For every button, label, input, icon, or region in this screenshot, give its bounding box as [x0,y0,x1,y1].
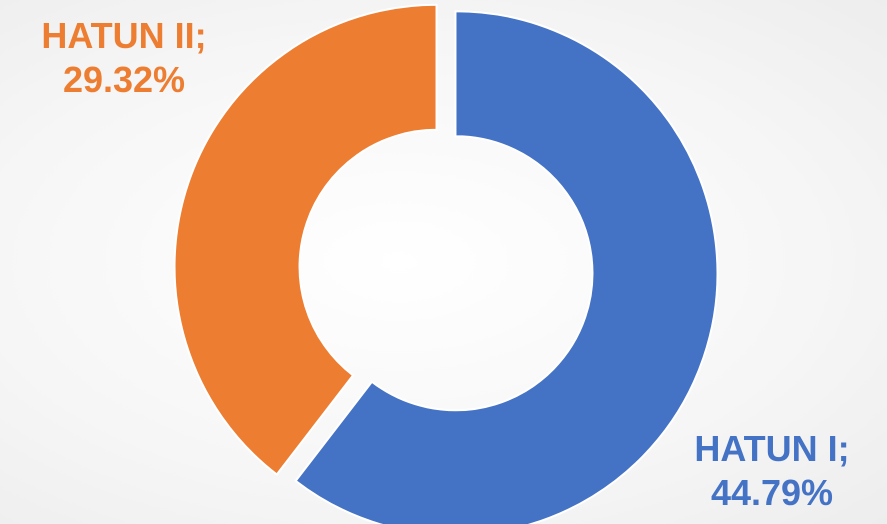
donut-slice-hatun-i [294,10,719,524]
donut-slice-hatun-ii [173,3,438,476]
donut-slices [173,3,719,524]
data-label-hatun-ii-name: HATUN II; [41,15,207,56]
data-label-hatun-ii-value: 29.32% [62,59,186,100]
data-label-hatun-i: HATUN I; 44.79% [662,427,882,515]
data-label-hatun-ii: HATUN II; 29.32% [14,14,234,102]
data-label-hatun-i-name: HATUN I; [694,428,850,469]
data-label-hatun-i-value: 44.79% [710,472,834,513]
